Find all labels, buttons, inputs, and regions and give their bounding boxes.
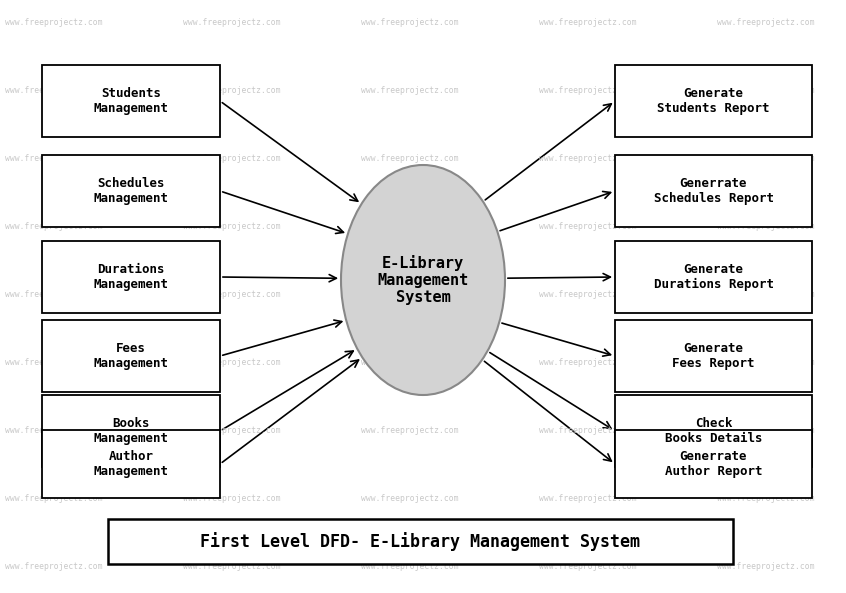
Text: www.freeprojectz.com: www.freeprojectz.com <box>539 86 636 95</box>
Text: www.freeprojectz.com: www.freeprojectz.com <box>717 426 815 435</box>
Text: Generrate
Schedules Report: Generrate Schedules Report <box>653 177 773 205</box>
Text: Generate
Durations Report: Generate Durations Report <box>653 263 773 291</box>
Text: www.freeprojectz.com: www.freeprojectz.com <box>539 222 636 231</box>
Text: www.freeprojectz.com: www.freeprojectz.com <box>361 562 459 571</box>
Text: www.freeprojectz.com: www.freeprojectz.com <box>183 154 281 163</box>
Text: www.freeprojectz.com: www.freeprojectz.com <box>717 222 815 231</box>
Text: www.freeprojectz.com: www.freeprojectz.com <box>5 426 102 435</box>
FancyBboxPatch shape <box>615 65 812 137</box>
Text: www.freeprojectz.com: www.freeprojectz.com <box>717 86 815 95</box>
Text: Generate
Fees Report: Generate Fees Report <box>673 342 755 370</box>
Text: www.freeprojectz.com: www.freeprojectz.com <box>717 154 815 163</box>
Text: www.freeprojectz.com: www.freeprojectz.com <box>361 290 459 299</box>
Text: www.freeprojectz.com: www.freeprojectz.com <box>183 494 281 503</box>
Text: www.freeprojectz.com: www.freeprojectz.com <box>717 562 815 571</box>
Text: www.freeprojectz.com: www.freeprojectz.com <box>5 290 102 299</box>
Text: www.freeprojectz.com: www.freeprojectz.com <box>183 290 281 299</box>
Text: www.freeprojectz.com: www.freeprojectz.com <box>539 18 636 27</box>
Text: www.freeprojectz.com: www.freeprojectz.com <box>717 290 815 299</box>
Text: www.freeprojectz.com: www.freeprojectz.com <box>717 358 815 367</box>
FancyBboxPatch shape <box>615 155 812 227</box>
Text: E-Library
Management
System: E-Library Management System <box>377 254 469 305</box>
FancyBboxPatch shape <box>615 320 812 392</box>
FancyBboxPatch shape <box>42 65 220 137</box>
Text: Durations
Management: Durations Management <box>94 263 168 291</box>
Text: First Level DFD- E-Library Management System: First Level DFD- E-Library Management Sy… <box>201 532 640 551</box>
Text: www.freeprojectz.com: www.freeprojectz.com <box>539 494 636 503</box>
FancyBboxPatch shape <box>615 241 812 313</box>
Text: www.freeprojectz.com: www.freeprojectz.com <box>361 358 459 367</box>
Text: www.freeprojectz.com: www.freeprojectz.com <box>5 222 102 231</box>
Text: www.freeprojectz.com: www.freeprojectz.com <box>361 426 459 435</box>
Text: Check
Books Details: Check Books Details <box>665 417 762 445</box>
Text: www.freeprojectz.com: www.freeprojectz.com <box>539 426 636 435</box>
Text: www.freeprojectz.com: www.freeprojectz.com <box>361 154 459 163</box>
FancyBboxPatch shape <box>42 395 220 467</box>
Text: Schedules
Management: Schedules Management <box>94 177 168 205</box>
Text: www.freeprojectz.com: www.freeprojectz.com <box>5 86 102 95</box>
Text: www.freeprojectz.com: www.freeprojectz.com <box>5 154 102 163</box>
Text: www.freeprojectz.com: www.freeprojectz.com <box>5 358 102 367</box>
Text: www.freeprojectz.com: www.freeprojectz.com <box>183 426 281 435</box>
FancyBboxPatch shape <box>42 155 220 227</box>
Text: www.freeprojectz.com: www.freeprojectz.com <box>361 18 459 27</box>
Text: www.freeprojectz.com: www.freeprojectz.com <box>361 86 459 95</box>
Text: www.freeprojectz.com: www.freeprojectz.com <box>183 86 281 95</box>
Text: www.freeprojectz.com: www.freeprojectz.com <box>539 358 636 367</box>
Text: www.freeprojectz.com: www.freeprojectz.com <box>717 494 815 503</box>
Text: Generrate
Author Report: Generrate Author Report <box>665 450 762 478</box>
FancyBboxPatch shape <box>615 395 812 467</box>
Text: www.freeprojectz.com: www.freeprojectz.com <box>183 358 281 367</box>
FancyBboxPatch shape <box>42 320 220 392</box>
Text: Books
Management: Books Management <box>94 417 168 445</box>
Text: Generate
Students Report: Generate Students Report <box>657 87 770 115</box>
Text: www.freeprojectz.com: www.freeprojectz.com <box>361 494 459 503</box>
Text: www.freeprojectz.com: www.freeprojectz.com <box>361 222 459 231</box>
Text: www.freeprojectz.com: www.freeprojectz.com <box>183 18 281 27</box>
FancyBboxPatch shape <box>108 519 733 564</box>
Text: Students
Management: Students Management <box>94 87 168 115</box>
Text: www.freeprojectz.com: www.freeprojectz.com <box>717 18 815 27</box>
Text: www.freeprojectz.com: www.freeprojectz.com <box>183 562 281 571</box>
Text: www.freeprojectz.com: www.freeprojectz.com <box>5 562 102 571</box>
Text: www.freeprojectz.com: www.freeprojectz.com <box>539 154 636 163</box>
Text: www.freeprojectz.com: www.freeprojectz.com <box>539 562 636 571</box>
Text: www.freeprojectz.com: www.freeprojectz.com <box>539 290 636 299</box>
FancyBboxPatch shape <box>42 241 220 313</box>
Text: Fees
Management: Fees Management <box>94 342 168 370</box>
Text: www.freeprojectz.com: www.freeprojectz.com <box>5 18 102 27</box>
Text: Author
Management: Author Management <box>94 450 168 478</box>
FancyBboxPatch shape <box>615 430 812 498</box>
FancyBboxPatch shape <box>42 430 220 498</box>
Text: www.freeprojectz.com: www.freeprojectz.com <box>5 494 102 503</box>
Text: www.freeprojectz.com: www.freeprojectz.com <box>183 222 281 231</box>
Ellipse shape <box>341 165 505 395</box>
